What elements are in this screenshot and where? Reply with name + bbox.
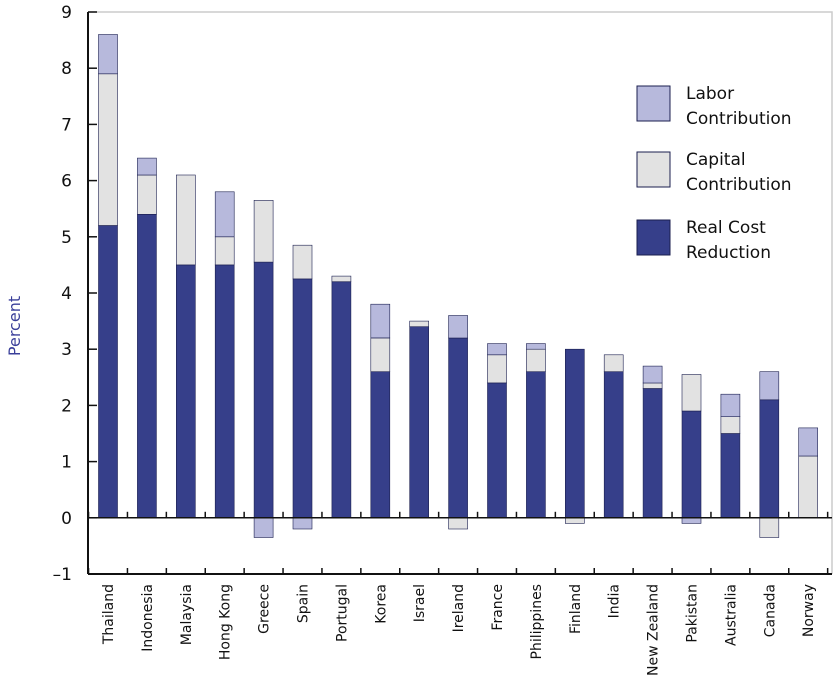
bar-labor-contribution-ireland (448, 315, 468, 339)
chart-frame (88, 11, 833, 574)
bar-capital-contribution-canada (759, 517, 780, 538)
bar-labor-contribution-korea (370, 303, 391, 339)
legend-label: Reduction (686, 243, 771, 263)
bar-capital-contribution-pakistan (681, 374, 702, 412)
bar-capital-contribution-france (487, 354, 507, 384)
legend-swatch-capital-contribution (636, 151, 671, 188)
bar-labor-contribution-new-zealand (642, 365, 663, 384)
category-label: Ireland (451, 584, 467, 632)
bar-real-cost-reduction-malaysia (176, 264, 196, 519)
y-tick-label: 8 (61, 59, 72, 79)
legend-label: Contribution (686, 109, 792, 129)
legend-swatch-labor-contribution (636, 85, 671, 122)
bar-capital-contribution-spain (292, 244, 313, 280)
bar-capital-contribution-portugal (331, 275, 352, 283)
bar-labor-contribution-australia (720, 393, 741, 418)
category-label: Israel (412, 584, 428, 622)
category-label: France (490, 584, 506, 631)
bar-real-cost-reduction-spain (292, 278, 313, 518)
bar-labor-contribution-france (487, 343, 507, 356)
bar-real-cost-reduction-australia (720, 433, 741, 519)
bar-capital-contribution-ireland (448, 517, 468, 530)
category-label: Korea (373, 584, 389, 624)
category-label: Australia (723, 584, 739, 646)
category-label: Philippines (529, 584, 545, 659)
bar-labor-contribution-indonesia (137, 157, 157, 176)
plot-frame (88, 11, 833, 574)
bar-real-cost-reduction-finland (564, 348, 585, 519)
category-label: Portugal (334, 584, 350, 642)
bar-real-cost-reduction-israel (409, 326, 430, 519)
bar-capital-contribution-thailand (98, 73, 118, 226)
category-label: Thailand (101, 584, 117, 645)
bar-capital-contribution-india (603, 354, 624, 372)
bar-capital-contribution-malaysia (176, 174, 196, 266)
category-label: Malaysia (179, 584, 195, 645)
y-tick-label: –1 (53, 565, 72, 585)
bar-real-cost-reduction-thailand (98, 225, 118, 519)
bars-group (98, 34, 819, 538)
bar-real-cost-reduction-indonesia (137, 214, 157, 519)
bar-capital-contribution-australia (720, 416, 741, 434)
y-tick-label: 7 (61, 115, 72, 135)
category-label: India (607, 584, 623, 618)
bar-labor-contribution-greece (253, 517, 274, 538)
bar-capital-contribution-finland (564, 517, 585, 524)
bar-labor-contribution-norway (798, 427, 819, 457)
bar-real-cost-reduction-new-zealand (642, 388, 663, 519)
legend-label: Contribution (686, 175, 792, 195)
bar-capital-contribution-korea (370, 337, 391, 373)
legend-label: Capital (686, 150, 746, 170)
category-label: Norway (801, 584, 817, 637)
category-label: Greece (257, 584, 273, 634)
y-tick-label: 5 (61, 228, 72, 248)
bar-real-cost-reduction-india (603, 371, 624, 519)
y-tick-label: 0 (61, 509, 72, 529)
bar-capital-contribution-philippines (526, 348, 546, 373)
axes-group (87, 11, 832, 575)
bar-capital-contribution-hong-kong (214, 236, 235, 266)
y-tick-labels: 9 8 7 6 5 4 3 2 1 0 –1 (53, 3, 72, 585)
category-label: Spain (296, 584, 312, 623)
x-category-labels: Thailand Indonesia Malaysia Hong Kong Greece… (101, 584, 817, 676)
bar-real-cost-reduction-philippines (526, 371, 546, 519)
category-label: Hong Kong (218, 584, 234, 660)
y-tick-label: 9 (61, 3, 72, 23)
y-tick-label: 6 (61, 172, 72, 192)
bar-labor-contribution-pakistan (681, 517, 702, 524)
bar-capital-contribution-indonesia (137, 174, 157, 215)
legend-swatch-real-cost-reduction (636, 219, 671, 256)
category-label: New Zealand (646, 584, 662, 676)
legend: Labor Contribution Capital Contribution Real… (636, 84, 792, 263)
bar-capital-contribution-new-zealand (642, 382, 663, 389)
y-tick-label: 3 (61, 340, 72, 360)
bar-real-cost-reduction-hong-kong (214, 264, 235, 519)
bar-real-cost-reduction-greece (253, 261, 274, 519)
bar-labor-contribution-philippines (526, 343, 546, 350)
bar-capital-contribution-norway (798, 455, 819, 519)
y-tick-label: 2 (61, 396, 72, 416)
category-label: Canada (762, 584, 778, 637)
y-tick-label: 4 (61, 284, 72, 304)
bar-real-cost-reduction-canada (759, 399, 780, 519)
category-label: Finland (568, 584, 584, 634)
bar-real-cost-reduction-portugal (331, 281, 352, 519)
legend-label: Labor (686, 84, 734, 104)
category-label: Indonesia (140, 584, 156, 652)
bar-real-cost-reduction-pakistan (681, 410, 702, 519)
y-tick-label: 1 (61, 453, 72, 473)
legend-label: Real Cost (686, 218, 766, 238)
bar-labor-contribution-thailand (98, 34, 118, 75)
bar-labor-contribution-canada (759, 371, 780, 401)
bar-real-cost-reduction-france (487, 382, 507, 519)
bar-capital-contribution-greece (253, 200, 274, 263)
bar-real-cost-reduction-korea (370, 371, 391, 519)
bar-real-cost-reduction-ireland (448, 337, 468, 519)
bar-capital-contribution-israel (409, 320, 430, 328)
bar-labor-contribution-hong-kong (214, 191, 235, 238)
y-axis-label: Percent (5, 296, 24, 356)
bar-labor-contribution-spain (292, 517, 313, 530)
category-label: Pakistan (685, 584, 701, 643)
